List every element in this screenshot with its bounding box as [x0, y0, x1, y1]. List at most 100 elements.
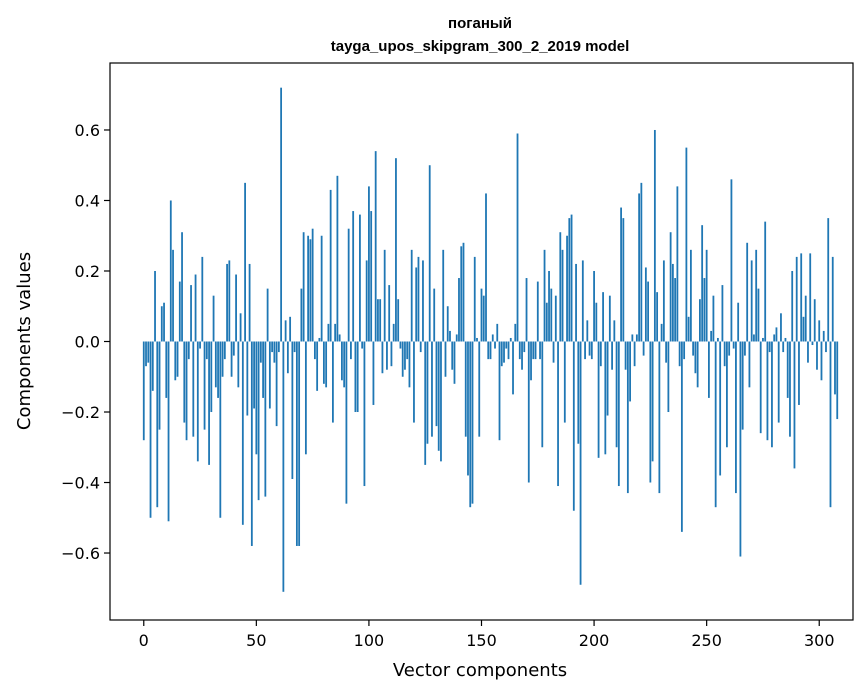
bar-276	[764, 221, 767, 342]
bar-284	[782, 341, 785, 353]
bar-142	[462, 242, 465, 342]
bar-258	[723, 341, 726, 367]
plot-frame	[109, 62, 854, 621]
bar-239	[680, 341, 683, 532]
bar-303	[825, 341, 827, 353]
bar-121	[415, 267, 418, 342]
bar-72	[304, 341, 307, 455]
bar-162	[507, 341, 510, 360]
bar-153	[487, 341, 490, 360]
bar-114	[399, 341, 402, 349]
bar-19	[185, 341, 188, 441]
bar-147	[473, 256, 476, 342]
bar-301	[820, 341, 823, 381]
bar-297	[811, 341, 814, 346]
bar-253	[712, 295, 715, 342]
bar-180	[548, 270, 550, 342]
bar-213	[622, 218, 625, 342]
bar-220	[638, 193, 641, 342]
bar-53	[262, 341, 264, 398]
bar-131	[437, 341, 440, 451]
bar-145	[469, 341, 472, 508]
bar-68	[295, 341, 298, 546]
bar-265	[739, 341, 742, 557]
bar-250	[705, 249, 708, 342]
bar-103	[374, 151, 377, 342]
bar-270	[750, 260, 753, 342]
bar-143	[464, 341, 467, 437]
bar-69	[298, 341, 301, 546]
bar-25	[199, 341, 201, 349]
bar-74	[309, 239, 312, 342]
bar-33	[217, 341, 219, 398]
bar-8	[160, 306, 163, 342]
bar-56	[268, 341, 271, 409]
bar-95	[356, 341, 359, 413]
bar-229	[658, 341, 661, 494]
bar-64	[286, 341, 289, 374]
bar-61	[280, 87, 283, 342]
bar-38	[228, 260, 231, 342]
bar-112	[395, 158, 397, 342]
bar-75	[311, 228, 314, 342]
bar-45	[244, 182, 246, 342]
bar-66	[291, 341, 294, 479]
bar-164	[512, 341, 514, 395]
bar-209	[613, 320, 616, 342]
bar-37	[226, 263, 228, 342]
bar-9	[163, 302, 165, 342]
bar-1	[145, 341, 147, 367]
bar-272	[755, 249, 758, 342]
bar-46	[246, 341, 249, 416]
bar-230	[660, 323, 663, 342]
bar-6	[156, 341, 159, 508]
bar-308	[836, 341, 839, 420]
bar-series	[142, 87, 839, 592]
bar-174	[534, 341, 537, 360]
y-tick-label: 0.6	[75, 121, 100, 140]
bar-16	[178, 281, 181, 342]
bar-52	[259, 341, 262, 363]
bar-11	[167, 341, 170, 522]
bar-233	[667, 341, 670, 413]
bar-254	[714, 341, 717, 508]
bar-300	[818, 320, 821, 342]
bar-274	[759, 341, 762, 434]
bar-298	[813, 299, 816, 342]
bar-130	[435, 341, 438, 427]
bar-169	[523, 341, 526, 353]
bar-246	[696, 341, 699, 388]
bar-3	[149, 341, 152, 518]
bar-283	[780, 313, 782, 342]
bar-96	[359, 214, 361, 342]
bar-78	[318, 337, 321, 342]
bar-29	[208, 341, 210, 465]
bar-167	[518, 341, 521, 360]
bar-55	[266, 288, 269, 342]
bar-90	[345, 341, 348, 504]
bar-249	[703, 278, 706, 342]
bar-212	[620, 207, 622, 342]
bar-187	[563, 341, 566, 423]
bar-48	[250, 341, 253, 546]
bar-21	[190, 285, 192, 342]
bar-173	[532, 341, 535, 360]
bar-252	[710, 330, 713, 342]
bar-154	[489, 341, 492, 360]
bar-102	[372, 341, 375, 405]
bar-211	[617, 341, 620, 487]
bar-223	[644, 267, 647, 342]
bar-290	[795, 256, 798, 342]
bar-289	[793, 341, 796, 469]
bar-193	[577, 341, 580, 444]
bar-306	[831, 256, 834, 342]
bar-172	[530, 341, 532, 381]
bar-217	[631, 334, 634, 342]
bar-23	[194, 274, 197, 342]
bar-273	[757, 288, 760, 342]
bar-126	[426, 341, 429, 444]
bar-120	[413, 341, 415, 423]
bar-216	[629, 341, 631, 402]
x-tick-label: 200	[579, 631, 610, 650]
bar-87	[338, 334, 341, 342]
